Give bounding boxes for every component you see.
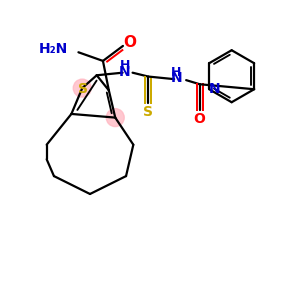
Text: N: N	[208, 82, 220, 96]
Text: H₂N: H₂N	[39, 42, 68, 56]
Circle shape	[106, 109, 124, 127]
Text: N: N	[119, 65, 130, 79]
Text: O: O	[123, 35, 136, 50]
Text: N: N	[170, 71, 182, 85]
Text: H: H	[119, 59, 130, 72]
Text: H: H	[171, 66, 181, 79]
Text: S: S	[78, 82, 88, 96]
Circle shape	[73, 79, 91, 97]
Text: S: S	[143, 104, 153, 118]
Text: O: O	[194, 112, 206, 126]
